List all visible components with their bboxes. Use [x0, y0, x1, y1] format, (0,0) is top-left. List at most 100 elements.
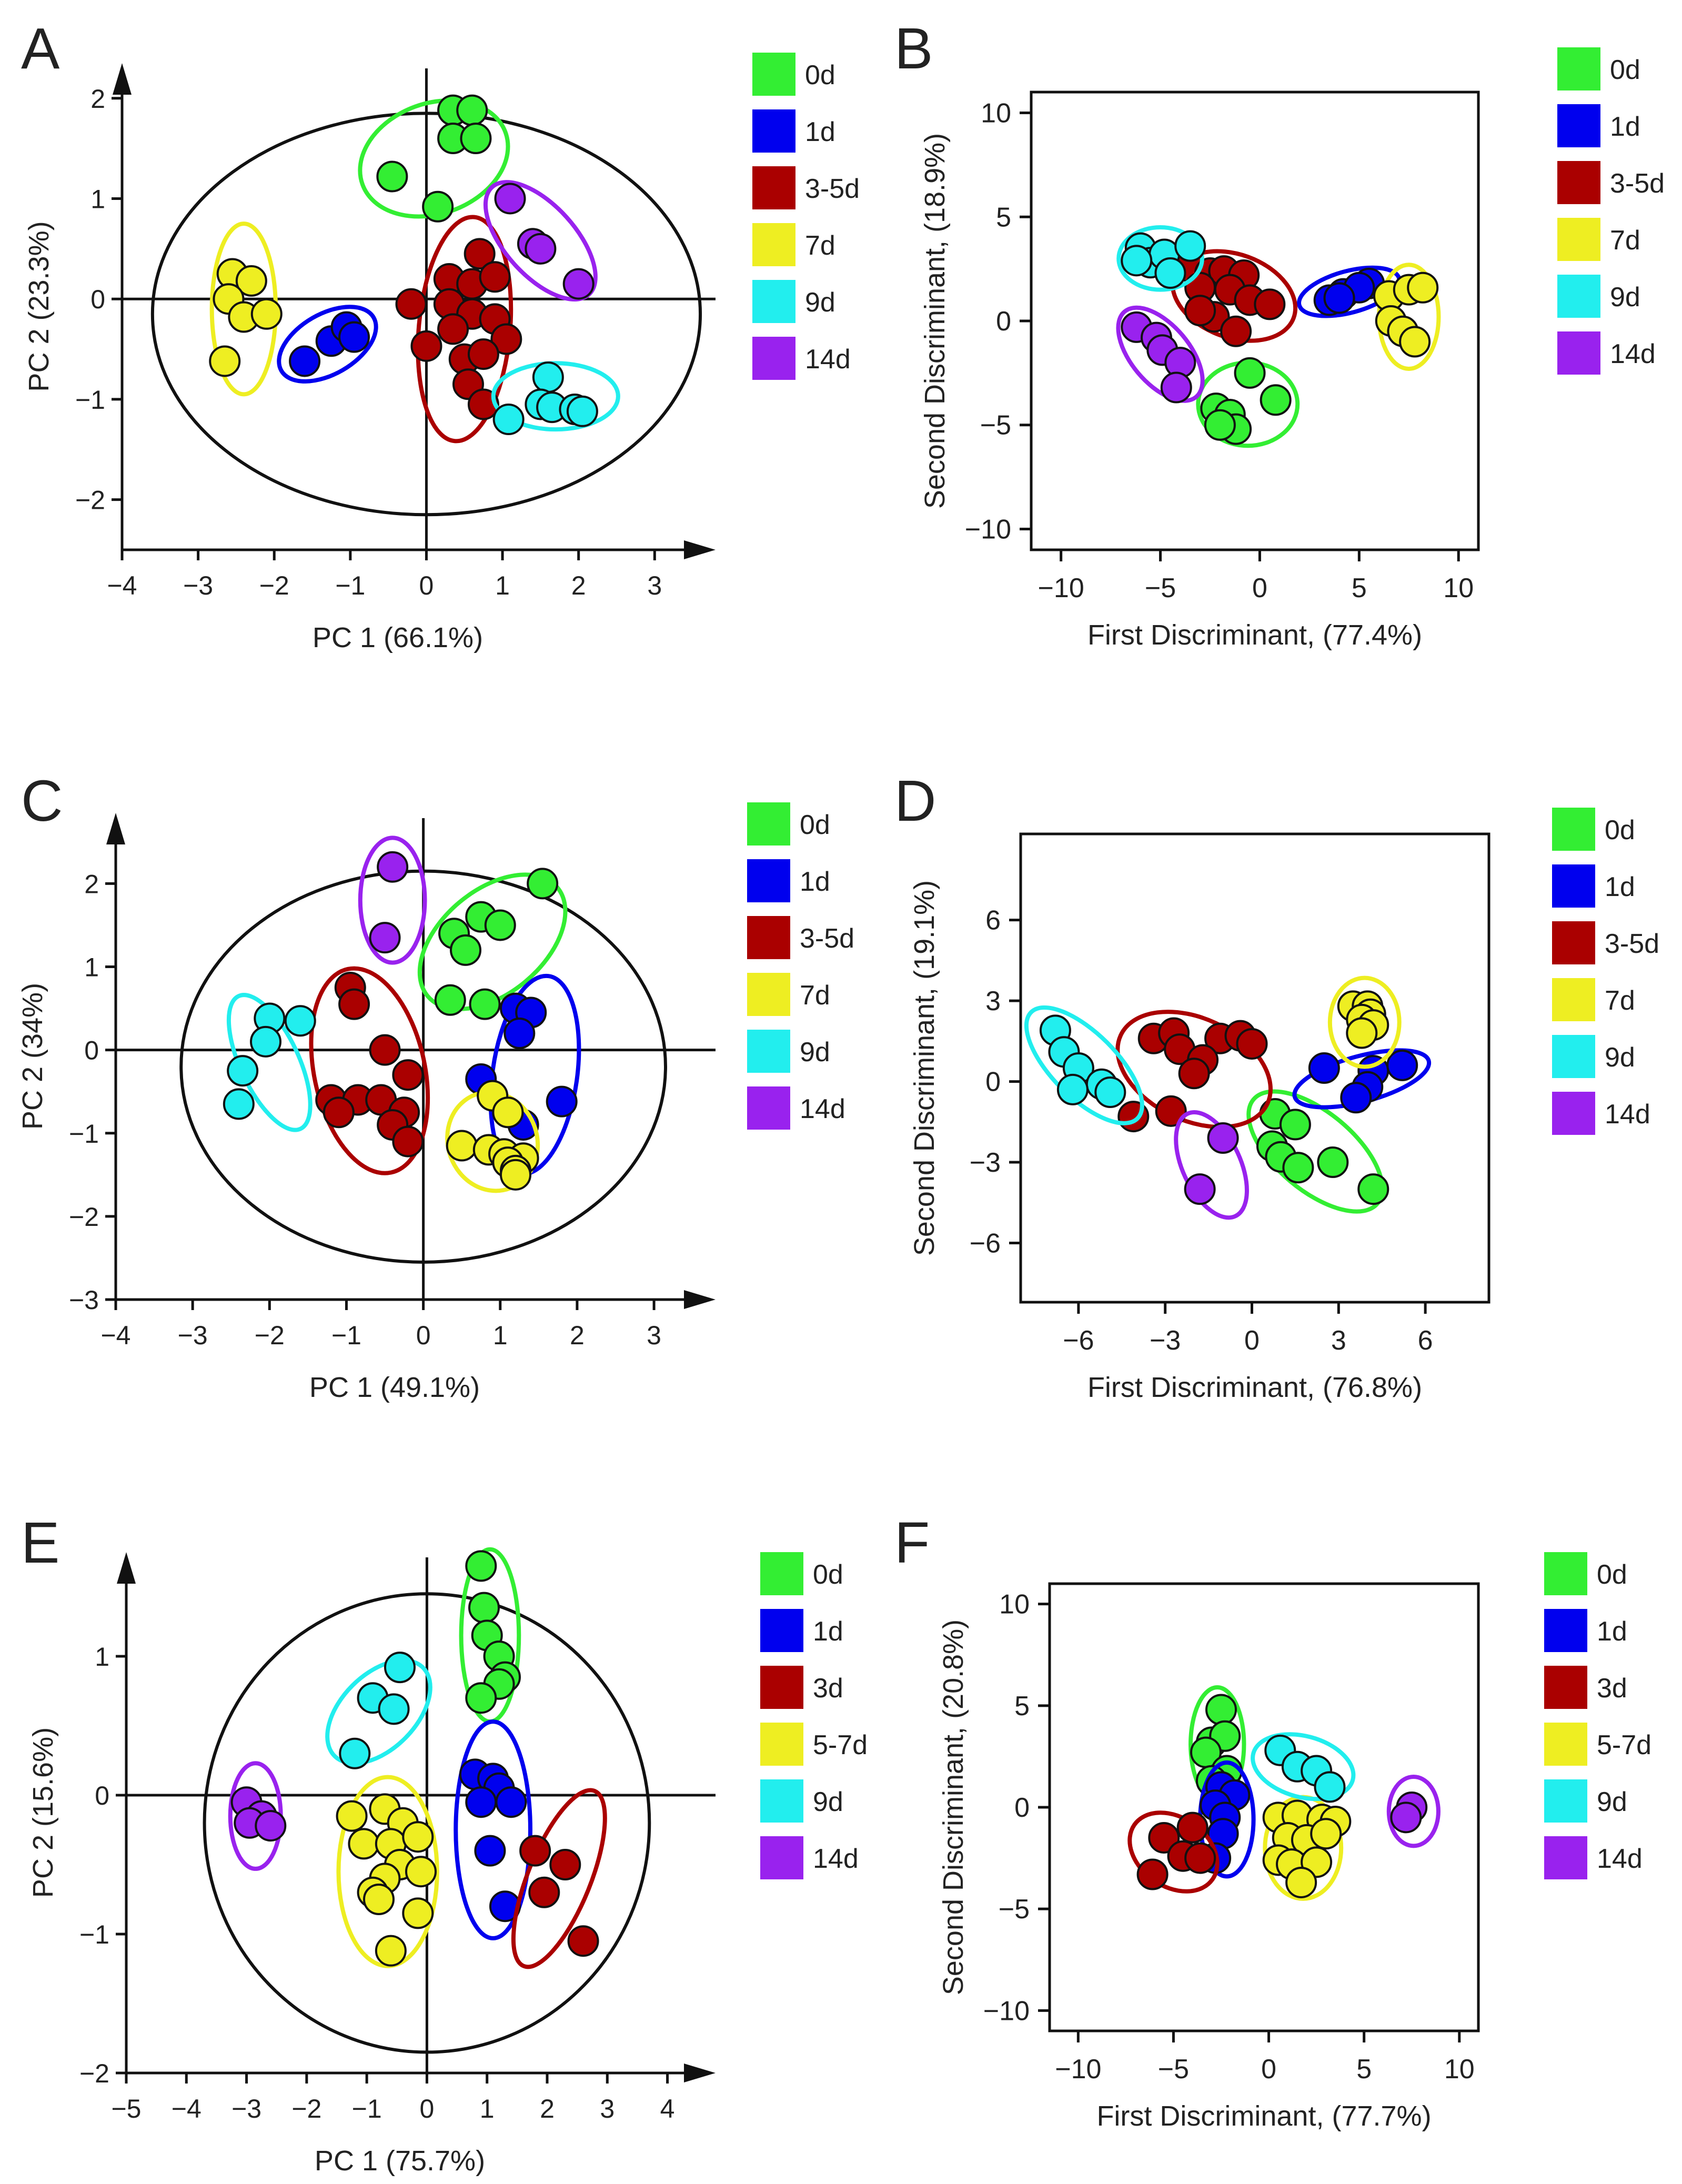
legend-label: 0d: [1597, 1559, 1627, 1590]
group-ellipse: [1174, 1110, 1249, 1220]
legend-label: 7d: [800, 980, 830, 1011]
data-point: [450, 934, 481, 966]
x-tick-label: −2: [259, 571, 289, 600]
data-point: [1254, 288, 1286, 320]
y-tick-label: 6: [985, 905, 1001, 936]
series-7d: [209, 222, 283, 397]
x-tick-label: 0: [420, 2094, 435, 2123]
data-point: [1205, 1694, 1237, 1726]
series-0d: [1196, 357, 1300, 448]
data-point: [567, 1925, 599, 1957]
data-point: [1236, 1028, 1268, 1060]
y-tick-label: 10: [999, 1589, 1030, 1620]
series-1d: [454, 1719, 533, 1940]
data-point: [392, 1059, 424, 1091]
data-point: [492, 404, 525, 436]
data-point: [250, 1025, 281, 1058]
data-point: [405, 1856, 437, 1888]
x-axis-label: PC 1 (66.1%): [313, 622, 483, 653]
legend-swatch: [1544, 1609, 1587, 1652]
x-axis-label: PC 1 (49.1%): [309, 1372, 480, 1403]
data-point: [1121, 245, 1153, 277]
data-point: [495, 1786, 527, 1818]
data-point: [546, 1085, 578, 1118]
y-tick-label: −1: [79, 1920, 109, 1949]
x-tick-label: −2: [291, 2094, 321, 2123]
legend-label: 3d: [813, 1673, 843, 1704]
y-tick-label: −1: [69, 1119, 99, 1149]
group-ellipse: [1116, 305, 1205, 403]
x-tick-label: −2: [255, 1321, 285, 1350]
plot-frame: [1019, 832, 1490, 1304]
series-0d: [417, 868, 568, 1020]
series-0d: [459, 1547, 521, 1724]
x-tick-label: 0: [1252, 573, 1267, 603]
y-tick-label: −2: [79, 2059, 109, 2088]
y-tick-label: 3: [985, 986, 1001, 1016]
data-point: [1056, 1073, 1089, 1105]
x-tick-label: 0: [416, 1321, 431, 1350]
data-point: [464, 238, 496, 270]
y-tick-label: 1: [95, 1642, 109, 1672]
x-tick-label: 3: [647, 571, 662, 600]
legend-label: 1d: [1610, 112, 1640, 142]
x-tick-label: −10: [1055, 2054, 1101, 2085]
legend-label: 1d: [1605, 872, 1635, 902]
series-3-5d: [395, 215, 522, 444]
y-axis-arrow: [106, 813, 125, 844]
legend-label: 3d: [1597, 1673, 1627, 1704]
data-point: [338, 321, 370, 353]
panel-b: B −10 −5 0 5 10 −10 −5 0 5 10 First Discriminant, (…: [894, 16, 1665, 651]
data-point: [446, 1130, 478, 1162]
series-14d: [1386, 1775, 1441, 1848]
group-ellipse: [277, 305, 378, 384]
legend-label: 1d: [800, 867, 830, 897]
series-3d: [511, 1788, 607, 1969]
data-point: [1178, 1058, 1210, 1090]
data-point: [378, 1693, 410, 1725]
data-point: [375, 1935, 407, 1967]
data-point: [1184, 295, 1216, 327]
x-tick-label: −5: [1145, 573, 1176, 603]
legend-swatch: [1552, 978, 1595, 1021]
y-tick-label: 2: [84, 869, 99, 899]
y-axis-label: Second Discriminant, (19.1%): [909, 880, 940, 1256]
x-tick-label: −5: [111, 2094, 141, 2123]
x-tick-label: 1: [480, 2094, 495, 2123]
x-tick-label: −4: [107, 571, 137, 600]
legend-label: 3-5d: [1610, 168, 1665, 199]
y-tick-label: −3: [970, 1148, 1001, 1178]
x-tick-label: 5: [1356, 2054, 1372, 2085]
x-tick-label: 3: [600, 2094, 615, 2123]
data-point: [1308, 1052, 1340, 1084]
series-3-5d: [309, 966, 430, 1175]
group-ellipse: [511, 1788, 607, 1969]
y-axis-label: PC 2 (15.6%): [27, 1727, 59, 1898]
data-point: [1314, 1771, 1346, 1803]
y-tick-label: 0: [985, 1067, 1001, 1098]
data-point: [494, 183, 526, 215]
legend-label: 5-7d: [813, 1730, 868, 1760]
x-tick-label: −5: [1158, 2054, 1189, 2085]
panel-letter: A: [21, 16, 60, 81]
data-point: [500, 1159, 531, 1191]
series-9d: [491, 361, 620, 436]
data-point: [1160, 371, 1192, 404]
legend-label: 3-5d: [800, 923, 854, 954]
series-14d: [228, 1761, 287, 1871]
data-point: [1184, 1842, 1216, 1874]
data-point: [1154, 257, 1186, 289]
y-axis-label: Second Discriminant, (20.8%): [938, 1619, 969, 1995]
legend-swatch: [1557, 218, 1600, 261]
data-point: [410, 330, 442, 362]
series-14d: [1174, 1110, 1249, 1220]
y-tick-label: 0: [84, 1036, 99, 1065]
legend-swatch: [1552, 1035, 1595, 1078]
data-point: [369, 1034, 401, 1066]
data-point: [384, 1652, 416, 1684]
legend-swatch: [747, 916, 790, 959]
legend-swatch: [752, 337, 795, 380]
data-point: [479, 261, 511, 293]
x-tick-label: −1: [352, 2094, 382, 2123]
data-point: [566, 395, 598, 427]
